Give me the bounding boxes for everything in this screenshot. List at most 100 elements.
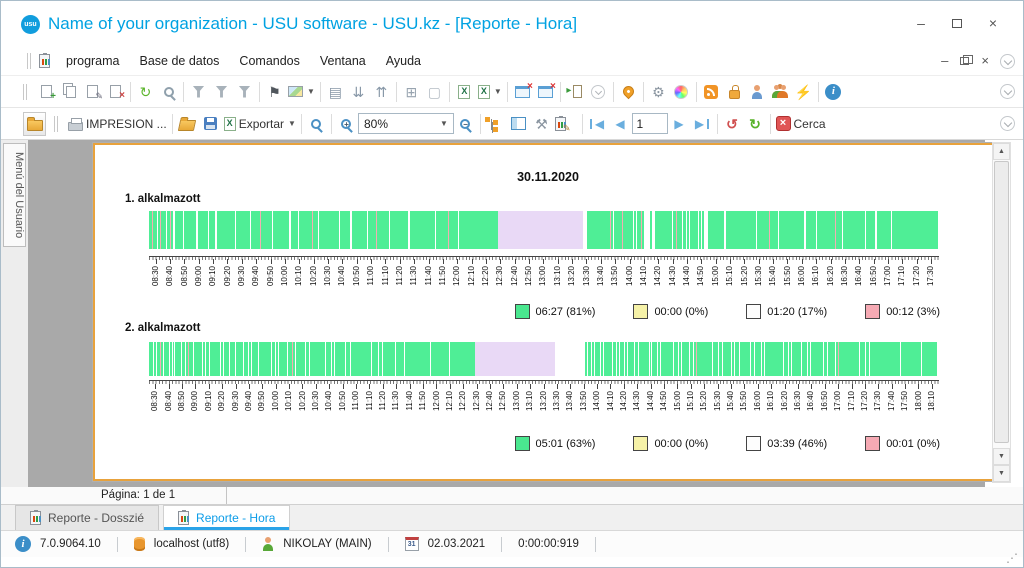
caret-down-icon: ▼ <box>440 119 448 128</box>
toolbar-separator <box>716 113 718 134</box>
page-number-input[interactable] <box>631 113 668 134</box>
zoom-out-button[interactable]: − <box>454 112 477 136</box>
user-menu-vertical-tab[interactable]: Menú del Usuario <box>3 143 26 248</box>
first-page-button[interactable]: ◀ <box>586 112 609 136</box>
delete-record-button[interactable] <box>104 80 127 104</box>
menu-programa[interactable]: programa <box>66 54 120 68</box>
menu-ayuda[interactable]: Ayuda <box>385 54 421 68</box>
exit-button[interactable] <box>564 80 587 104</box>
add-to-list-button[interactable]: ▤ <box>324 80 347 104</box>
toolbar-separator <box>300 113 302 134</box>
tab-reporte-hora[interactable]: Reporte - Hora <box>163 505 291 530</box>
minimize-button[interactable]: – <box>917 15 925 31</box>
image-menu-button[interactable]: ▼ <box>286 80 317 104</box>
menu-base-de-datos[interactable]: Base de datos <box>139 54 220 68</box>
time-axis-minor-ticks <box>149 257 939 260</box>
toolbar-separator <box>448 81 450 102</box>
insert-row-button[interactable]: ⊞ <box>400 80 423 104</box>
settings-gear-button[interactable]: ⚙ <box>647 80 670 104</box>
color-wheel-button[interactable] <box>670 80 693 104</box>
close-box-icon <box>775 116 791 131</box>
filter-check-button[interactable] <box>233 80 256 104</box>
mdi-close-button[interactable]: × <box>981 53 989 68</box>
close-all-windows-button[interactable] <box>534 80 557 104</box>
excel-copy-button[interactable] <box>453 80 476 104</box>
location-pin-button[interactable] <box>617 80 640 104</box>
next-page-button[interactable]: ▶ <box>668 112 691 136</box>
scroll-down-button[interactable]: ▼ <box>993 448 1010 465</box>
layout-button[interactable] <box>507 112 530 136</box>
database-text[interactable]: localhost (utf8) <box>153 538 230 550</box>
close-button[interactable]: × <box>988 15 998 31</box>
users-group-button[interactable] <box>769 80 792 104</box>
save-button[interactable] <box>199 112 222 136</box>
page-setup-button[interactable]: ⚒ <box>530 112 553 136</box>
collapse-all-icon: ⇊ <box>352 83 365 100</box>
menu-ventana[interactable]: Ventana <box>319 54 366 68</box>
refresh-report-button[interactable]: ↻ <box>744 112 767 136</box>
menu-comandos[interactable]: Comandos <box>239 54 300 68</box>
open-button[interactable] <box>176 112 199 136</box>
last-page-button[interactable]: ▶ <box>691 112 714 136</box>
user-menu-folder-button[interactable] <box>23 111 46 136</box>
lock-icon <box>728 84 740 99</box>
tab-label: Reporte - Hora <box>196 511 276 525</box>
prev-page-button[interactable]: ◀ <box>609 112 632 136</box>
zoom-select[interactable]: 80% ▼ <box>357 113 454 134</box>
scroll-up-button[interactable]: ▲ <box>993 143 1010 160</box>
resize-grip[interactable]: ⋰ <box>1006 551 1019 565</box>
close-window-button[interactable] <box>511 80 534 104</box>
add-record-icon <box>41 85 56 102</box>
filter-edit-button[interactable] <box>210 80 233 104</box>
document-map-button[interactable] <box>484 112 507 136</box>
info-button[interactable] <box>822 80 845 104</box>
legend-label: 01:20 (17%) <box>767 305 828 318</box>
report-toolbar-overflow-chevron-icon[interactable] <box>1000 116 1015 131</box>
collapse-all-button[interactable]: ⇊ <box>347 80 370 104</box>
date-text[interactable]: 02.03.2021 <box>427 538 486 550</box>
time-axis-labels: 08:30 08:40 08:50 09:00 09:10 09:20 09:30 09:40… <box>149 259 939 286</box>
filter-button[interactable] <box>187 80 210 104</box>
zoom-value: 80% <box>363 116 388 131</box>
rss-button[interactable] <box>700 80 723 104</box>
edit-report-button[interactable]: ✎ <box>553 112 579 136</box>
status-separator <box>501 536 503 552</box>
info-icon[interactable] <box>15 536 31 552</box>
legend-swatch <box>746 304 762 319</box>
zoom-in-button[interactable]: + <box>335 112 358 136</box>
plug-button[interactable]: ⚡ <box>792 80 815 104</box>
export-button[interactable]: Exportar▼ <box>222 112 298 136</box>
add-record-button[interactable] <box>35 80 58 104</box>
copy-record-button[interactable] <box>58 80 81 104</box>
lock-button[interactable] <box>723 80 746 104</box>
main-toolbar-overflow-chevron-icon[interactable] <box>1000 84 1015 99</box>
main-toolbar: ↻ ⚑ ▼ ▤ ⇊ ⇈ ⊞ ▢ ▼ ⚙ ⚡ <box>1 75 1023 107</box>
excel-copy-icon <box>458 84 471 99</box>
status-separator <box>387 536 389 552</box>
preview-button[interactable] <box>305 112 328 136</box>
user-key-button[interactable] <box>746 80 769 104</box>
undo-button[interactable]: ↺ <box>721 112 744 136</box>
user-text[interactable]: NIKOLAY (MAIN) <box>283 538 372 550</box>
blank-page-button[interactable]: ▢ <box>423 80 446 104</box>
mdi-minimize-button[interactable]: – <box>941 53 949 68</box>
cerca-button[interactable]: Cerca <box>774 112 828 136</box>
flag-button[interactable]: ⚑ <box>263 80 286 104</box>
more-circle-button[interactable] <box>587 80 610 104</box>
search-button[interactable] <box>157 80 180 104</box>
toolbar-separator <box>183 81 184 102</box>
tab-reporte-dosszi-[interactable]: Reporte - Dosszié <box>15 505 160 530</box>
mdi-restore-icon[interactable] <box>960 54 974 65</box>
edit-record-button[interactable] <box>81 80 104 104</box>
scroll-down-button-2[interactable]: ▼ <box>993 465 1010 482</box>
maximize-button[interactable] <box>947 13 967 33</box>
expand-all-button[interactable]: ⇈ <box>370 80 393 104</box>
wrench-icon: ⚒ <box>535 115 548 132</box>
excel-export-button[interactable]: ▼ <box>476 80 504 104</box>
menu-overflow-chevron-icon[interactable] <box>1000 53 1015 69</box>
print-button[interactable]: IMPRESION ... <box>66 112 169 136</box>
scrollbar-thumb[interactable] <box>994 161 1009 443</box>
vertical-scrollbar[interactable]: ▲ ▼ ▼ <box>992 142 1011 483</box>
refresh-button[interactable]: ↻ <box>134 80 157 104</box>
